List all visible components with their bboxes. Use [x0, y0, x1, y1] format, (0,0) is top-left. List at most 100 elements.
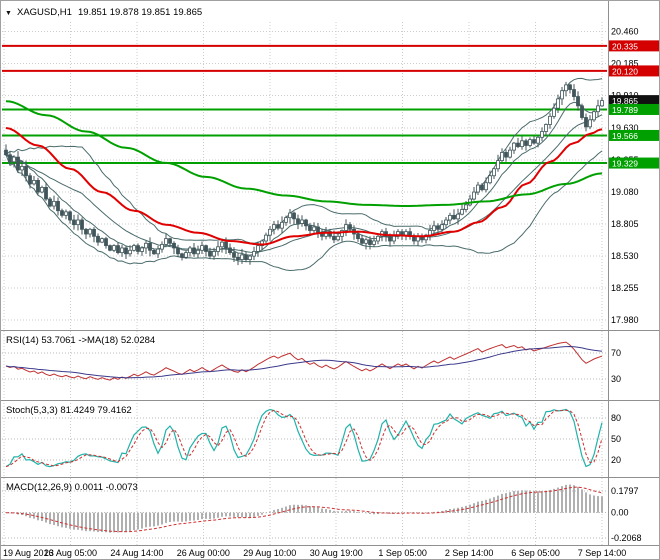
indicator-level-label: -0.2068 [611, 533, 642, 543]
candle-body [464, 204, 468, 210]
candle-body [12, 156, 16, 163]
candle-body [544, 124, 548, 132]
candle-body [456, 213, 460, 220]
macd-indicator-label: MACD(12,26,9) 0.0011 -0.0073 [6, 482, 138, 493]
candle-body [164, 238, 168, 245]
bollinger-lower [5, 150, 603, 272]
candle-body [340, 230, 344, 237]
indicator-level-label: 70 [611, 348, 621, 358]
candle-body [488, 175, 492, 184]
candle-body [284, 217, 288, 223]
time-tick-label: 7 Sep 14:00 [578, 548, 627, 558]
candle-body [324, 231, 328, 237]
axis-labels-layer: 70 30 80 50 20 0.1797 0.00 -0.2068 20.460 20.185 1… [3, 26, 642, 558]
candle-body [248, 255, 252, 261]
candle-body [372, 240, 376, 245]
candle-body [200, 245, 204, 251]
candle-body [4, 149, 8, 156]
candle-body [120, 247, 124, 254]
candle-body [236, 256, 240, 261]
candle-body [496, 160, 500, 170]
price-label-box: 19.865 [609, 95, 659, 107]
price-label-text: 19.789 [612, 105, 638, 115]
fast-ema-line [5, 101, 603, 256]
candle-body [60, 210, 64, 216]
price-label-box: 19.789 [609, 103, 659, 115]
price-tick-label: 18.805 [611, 219, 639, 229]
time-tick-label: 23 Aug 05:00 [44, 548, 97, 558]
time-tick-label: 2 Sep 14:00 [445, 548, 494, 558]
candle-body [124, 247, 128, 255]
candle-body [548, 115, 552, 125]
candle-body [132, 245, 136, 251]
candle-body [216, 246, 220, 252]
candle-body [8, 154, 12, 163]
time-tick-label: 26 Aug 00:00 [177, 548, 230, 558]
candle-body [576, 96, 580, 107]
candle-body [108, 245, 112, 251]
price-label-box: 20.120 [609, 65, 659, 77]
candle-body [252, 251, 256, 257]
candle-body [328, 231, 332, 237]
candle-body [172, 242, 176, 249]
candle-body [564, 84, 568, 92]
stoch-indicator-label: Stoch(5,3,3) 81.4249 79.4162 [6, 405, 132, 416]
candle-body [256, 245, 260, 252]
macd-signal-line [5, 486, 603, 533]
candle-body [44, 186, 48, 200]
indicator-level-label: 0.1797 [611, 486, 639, 496]
candle-body [280, 221, 284, 229]
candle-body [536, 136, 540, 144]
candle-body [148, 242, 152, 251]
stoch-d-line [5, 409, 603, 468]
candle-body [588, 119, 592, 128]
candle-body [128, 249, 132, 255]
candle-body [504, 152, 508, 158]
price-tick-label: 20.185 [611, 58, 639, 68]
candle-body [160, 244, 164, 250]
candle-body [472, 191, 476, 200]
candle-body [92, 228, 96, 237]
candle-body [584, 117, 588, 128]
candle-body [512, 142, 516, 151]
candle-body [360, 238, 364, 244]
candle-body [292, 212, 296, 220]
candle-body [432, 225, 436, 231]
price-tick-label: 19.080 [611, 187, 639, 197]
candle-body [552, 107, 556, 117]
candle-body [192, 247, 196, 255]
level-lines-layer [2, 44, 607, 165]
candle-body [220, 241, 224, 248]
candle-body [572, 89, 576, 97]
candle-body [168, 238, 172, 244]
candle-body [112, 245, 116, 251]
time-tick-label: 6 Sep 05:00 [511, 548, 560, 558]
candle-body [528, 139, 532, 146]
price-tick-label: 17.980 [611, 315, 639, 325]
candle-body [196, 249, 200, 255]
indicator-level-label: 50 [611, 434, 621, 444]
price-label-box: 19.566 [609, 129, 659, 141]
candle-body [184, 252, 188, 258]
symbol-dropdown-icon[interactable]: ▼ [5, 10, 12, 17]
candle-body [312, 226, 316, 231]
candle-body [64, 211, 68, 216]
candle-body [316, 226, 320, 234]
candle-body [116, 245, 120, 254]
candle-body [232, 252, 236, 258]
candle-body [152, 249, 156, 255]
candle-body [332, 235, 336, 241]
candle-body [240, 254, 244, 261]
price-tick-label: 18.255 [611, 283, 639, 293]
candle-body [208, 251, 212, 257]
candles-layer [4, 81, 604, 266]
candle-body [228, 247, 232, 254]
candle-body [276, 224, 280, 229]
candle-body [84, 228, 88, 235]
candle-body [356, 233, 360, 240]
candle-body [500, 152, 504, 162]
candle-body [396, 231, 400, 237]
